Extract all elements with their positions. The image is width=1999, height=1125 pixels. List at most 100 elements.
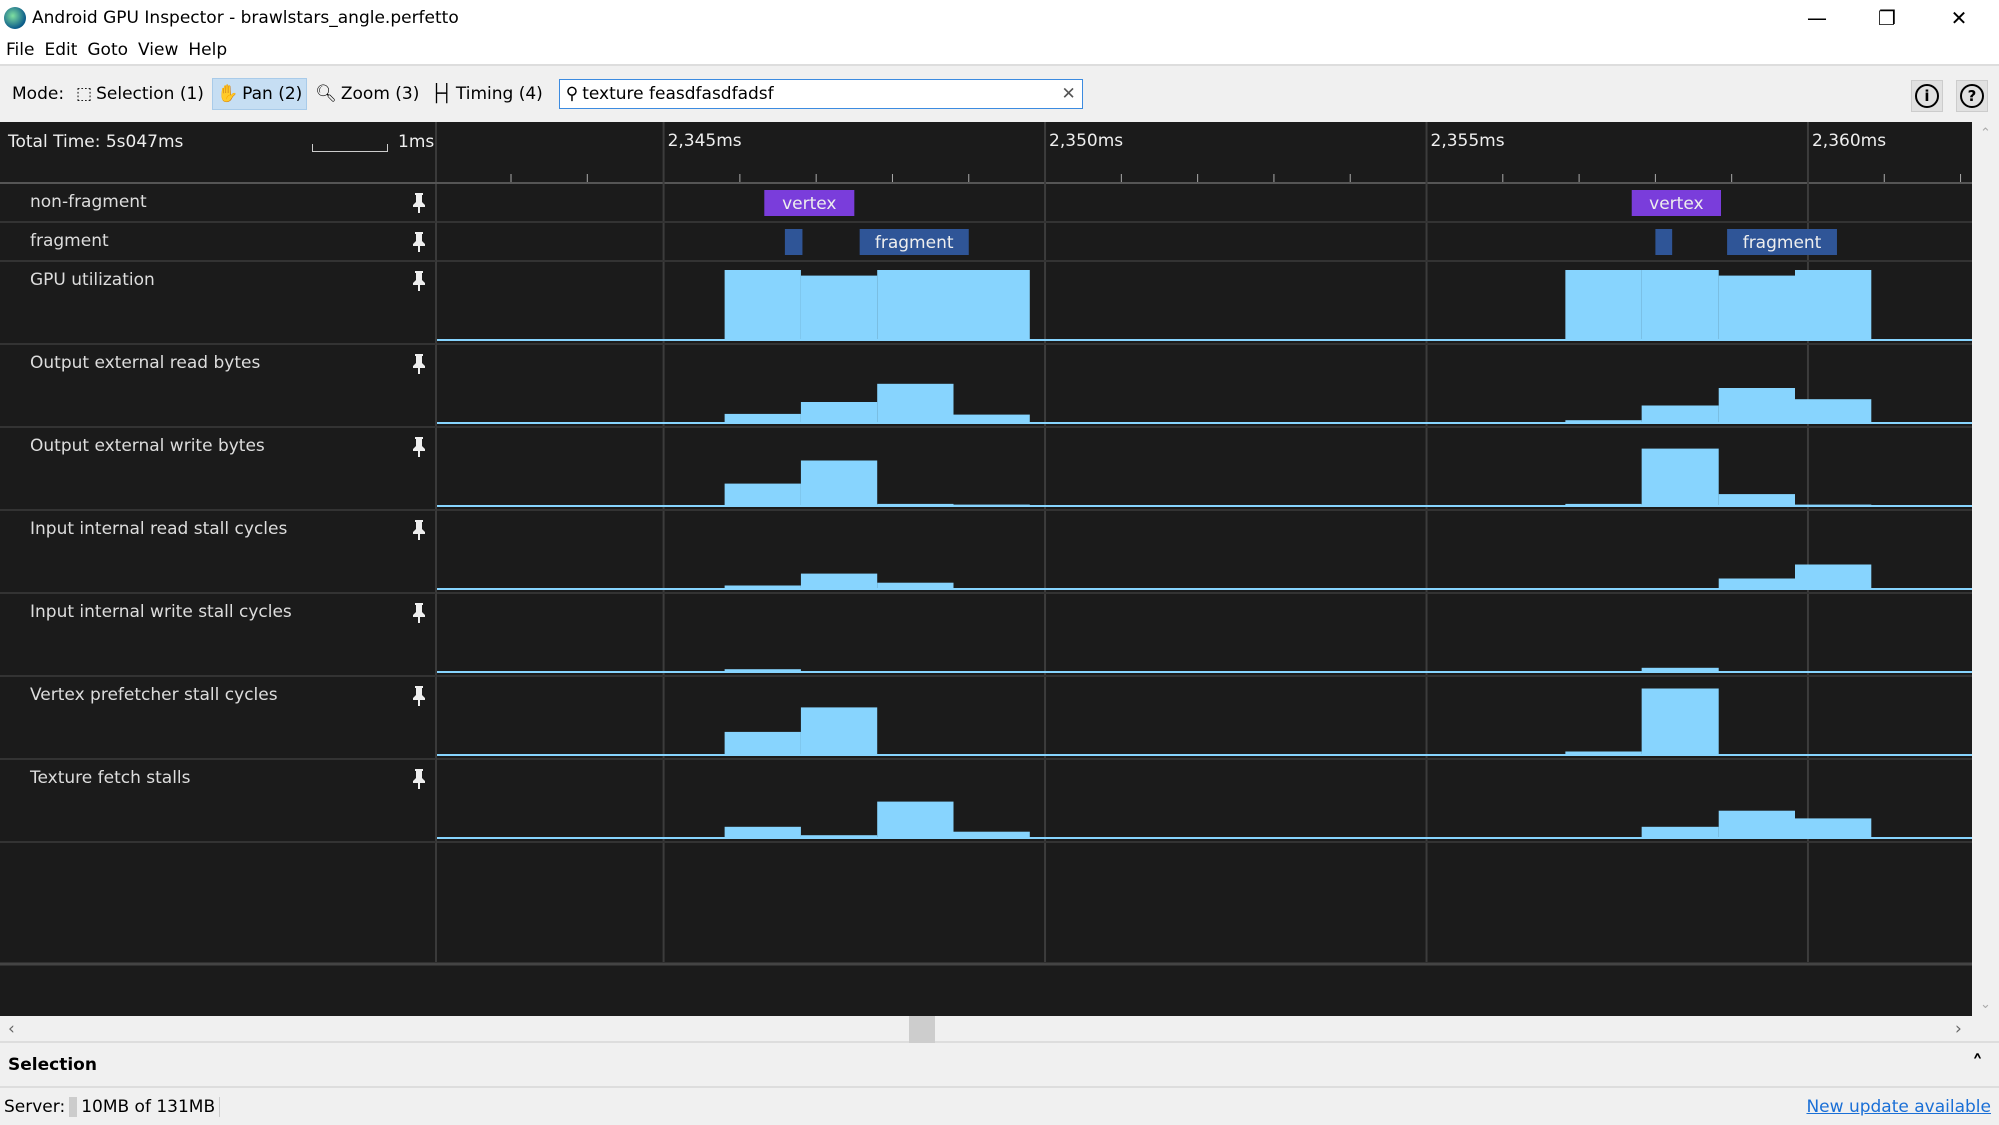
track-label: fragment [30, 231, 109, 251]
pin-icon[interactable] [412, 192, 426, 214]
counter-bar [1718, 810, 1796, 838]
menu-edit[interactable]: Edit [44, 40, 78, 60]
track-label-row[interactable]: Vertex prefetcher stall cycles [0, 677, 436, 760]
slice-fragment [1727, 229, 1837, 255]
mode-label: Mode: [12, 84, 65, 104]
clear-search-icon[interactable]: ✕ [1061, 84, 1076, 104]
mode-selection-label: Selection (1) [96, 84, 204, 104]
track-label: Output external write bytes [30, 436, 265, 456]
close-window-button[interactable]: ✕ [1950, 6, 1968, 30]
counter-bar [1718, 578, 1796, 589]
counter-bar [953, 504, 1030, 506]
mode-zoom-label: Zoom (3) [340, 84, 420, 104]
vertical-scrollbar[interactable]: ⌃ ⌄ [1972, 122, 1999, 1016]
mode-selection-button[interactable]: ⬚ Selection (1) [72, 78, 208, 110]
mode-timing-button[interactable]: ├┤ Timing (4) [427, 78, 546, 110]
counter-bar [1795, 564, 1872, 589]
counter-bar [724, 270, 801, 340]
track-label-row[interactable]: Input internal write stall cycles [0, 594, 436, 677]
track-label-row[interactable]: non-fragment [0, 184, 436, 223]
counter-bar [724, 413, 801, 423]
menu-goto[interactable]: Goto [87, 40, 129, 60]
horizontal-scrollbar[interactable]: ‹ › [0, 1016, 1999, 1043]
track-label-row[interactable]: Output external read bytes [0, 345, 436, 428]
mode-pan-button[interactable]: ✋ Pan (2) [211, 78, 308, 110]
mode-zoom-button[interactable]: 🔍︎ Zoom (3) [311, 78, 423, 110]
track-label: GPU utilization [30, 270, 155, 290]
selection-title: Selection [8, 1054, 97, 1075]
slice-label: fragment [1743, 233, 1822, 253]
counter-bar [724, 669, 801, 672]
counter-bar [953, 414, 1030, 423]
search-box[interactable]: ⚲ ✕ [558, 79, 1083, 109]
menu-help[interactable]: Help [188, 40, 228, 60]
menu-file[interactable]: File [6, 40, 35, 60]
track-label-row[interactable]: Input internal read stall cycles [0, 511, 436, 594]
counter-bar [1641, 405, 1719, 423]
timing-icon: ├┤ [431, 84, 452, 104]
timeline-panel[interactable]: 2,345ms 2,350ms 2,355ms 2,360ms vertex vertex… [0, 122, 1972, 1016]
tick-label: 2,345ms [668, 131, 742, 151]
pin-icon[interactable] [412, 685, 426, 707]
info-button[interactable]: i [1911, 80, 1943, 112]
menu-bar: File Edit Goto View Help [0, 36, 1999, 66]
track-labels: Total Time: 5s047ms 1ms non-fragment frag… [0, 122, 436, 1016]
counter-bar [1641, 667, 1719, 672]
pin-icon[interactable] [412, 231, 426, 253]
title-bar: Android GPU Inspector - brawlstars_angle… [0, 0, 1999, 36]
app-icon [4, 7, 26, 29]
track-label-row[interactable]: GPU utilization [0, 262, 436, 345]
counter-bar [877, 582, 954, 589]
menu-view[interactable]: View [138, 40, 179, 60]
expand-chevron-icon[interactable]: ˄ [1972, 1052, 1983, 1077]
server-memory: 10MB of 131MB [69, 1096, 221, 1117]
counter-bar [1565, 751, 1642, 755]
counter-bar [1641, 270, 1719, 340]
track-label-row[interactable]: Texture fetch stalls [0, 760, 436, 843]
counter-bar [953, 270, 1030, 340]
info-icon: i [1915, 84, 1939, 108]
selection-panel-header[interactable]: Selection ˄ [0, 1043, 1999, 1088]
scroll-right-icon[interactable]: › [1955, 1019, 1962, 1039]
pin-icon[interactable] [412, 602, 426, 624]
total-time: Total Time: 5s047ms [8, 132, 184, 152]
pin-icon[interactable] [412, 768, 426, 790]
slice-marker [1655, 229, 1673, 255]
track-label-row[interactable]: fragment [0, 223, 436, 262]
counter-bar [953, 831, 1030, 838]
search-icon: ⚲ [565, 84, 579, 104]
track-label: non-fragment [30, 192, 147, 212]
pin-icon[interactable] [412, 519, 426, 541]
hand-icon: ✋ [216, 84, 239, 104]
scale-label: 1ms [398, 132, 435, 152]
update-link[interactable]: New update available [1806, 1096, 1991, 1117]
window-title: Android GPU Inspector - brawlstars_angle… [32, 8, 459, 28]
search-input[interactable] [582, 84, 1062, 104]
timeline-header: Total Time: 5s047ms 1ms [0, 122, 436, 182]
counter-bar [724, 483, 801, 506]
tracks-canvas[interactable]: 2,345ms 2,350ms 2,355ms 2,360ms vertex vertex… [0, 122, 1972, 1016]
help-button[interactable]: ? [1956, 80, 1988, 112]
selection-icon: ⬚ [76, 84, 93, 104]
server-label: Server: [4, 1096, 66, 1117]
scrollbar-thumb[interactable] [909, 1016, 935, 1043]
counter-bar [1795, 399, 1872, 423]
pin-icon[interactable] [412, 270, 426, 292]
track-label-row[interactable]: Output external write bytes [0, 428, 436, 511]
counter-bar [724, 731, 801, 755]
counter-bar [1795, 270, 1872, 340]
slice-label: vertex [1649, 194, 1703, 214]
scroll-left-icon[interactable]: ‹ [8, 1019, 15, 1039]
counter-bar [800, 275, 878, 340]
restore-button[interactable]: ❐ [1878, 6, 1896, 30]
counter-bar [1718, 275, 1796, 340]
slice-vertex [764, 190, 855, 216]
counter-bar [800, 573, 878, 589]
tick-label: 2,360ms [1812, 131, 1886, 151]
track-label: Vertex prefetcher stall cycles [30, 685, 278, 705]
counter-bar [1718, 388, 1796, 423]
minimize-button[interactable]: — [1807, 6, 1827, 30]
status-bar: Server: 10MB of 131MB New update availab… [0, 1088, 1999, 1125]
pin-icon[interactable] [412, 436, 426, 458]
pin-icon[interactable] [412, 353, 426, 375]
